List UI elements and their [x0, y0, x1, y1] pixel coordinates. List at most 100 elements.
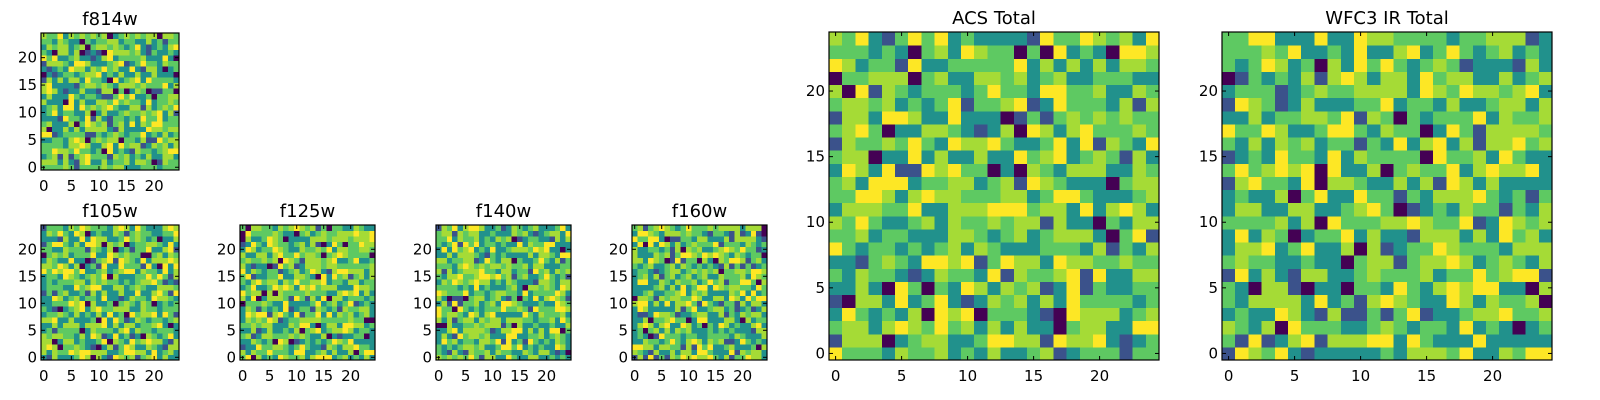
heatmap-cell — [79, 273, 86, 280]
heatmap-cell — [517, 257, 523, 264]
heatmap-cell — [277, 273, 284, 280]
heatmap-cell — [162, 159, 169, 166]
heatmap-cell — [1119, 97, 1134, 112]
heatmap-cell — [112, 115, 119, 122]
heatmap-cell — [1446, 215, 1461, 230]
heatmap-cell — [167, 148, 175, 155]
heatmap-cell — [1314, 228, 1329, 243]
x-tick-label: 0 — [630, 367, 640, 385]
heatmap-cell — [112, 279, 119, 285]
heatmap-cell — [1248, 32, 1263, 46]
heatmap-cell — [1472, 294, 1487, 309]
heatmap-cell — [326, 354, 333, 361]
heatmap-cell — [90, 71, 97, 78]
heatmap-cell — [452, 354, 459, 361]
heatmap-cell — [74, 38, 81, 45]
heatmap-cell — [1066, 202, 1081, 217]
heatmap-cell — [549, 295, 556, 302]
heatmap-cell — [41, 115, 48, 122]
heatmap-cell — [1132, 123, 1147, 138]
heatmap-cell — [337, 354, 344, 361]
heatmap-cell — [463, 257, 469, 264]
heatmap-cell — [842, 189, 856, 204]
heatmap-cell — [112, 49, 119, 56]
heatmap-cell — [267, 311, 273, 318]
heatmap-cell — [463, 284, 469, 291]
heatmap-cell — [129, 60, 136, 67]
heatmap-cell — [173, 262, 180, 269]
heatmap-cell — [1354, 45, 1368, 59]
panel-title: f814w — [82, 9, 137, 30]
heatmap-cell — [479, 252, 486, 258]
heatmap-cell — [868, 189, 883, 204]
heatmap-cell — [85, 246, 92, 253]
heatmap-cell — [750, 327, 757, 334]
heatmap-cell — [961, 202, 975, 217]
heatmap-cell — [675, 338, 682, 345]
heatmap-cell — [173, 93, 180, 100]
heatmap-cell — [57, 71, 64, 78]
heatmap-cell — [1235, 84, 1249, 99]
heatmap-cell — [151, 126, 158, 133]
heatmap-cell — [484, 289, 491, 296]
heatmap-cell — [79, 38, 86, 45]
heatmap-cell — [632, 311, 638, 318]
heatmap-cell — [527, 349, 534, 356]
heatmap-cell — [1248, 294, 1263, 309]
heatmap-cell — [961, 136, 975, 151]
heatmap-cell — [675, 343, 682, 350]
heatmap-cell — [46, 93, 53, 100]
heatmap-cell — [696, 246, 703, 253]
heatmap-cell — [348, 333, 354, 339]
heatmap-cell — [145, 349, 152, 356]
heatmap-cell — [1040, 97, 1054, 112]
heatmap-cell — [750, 246, 757, 253]
heatmap-cell — [107, 273, 114, 280]
heatmap-cell — [118, 225, 125, 231]
heatmap-cell — [713, 268, 719, 275]
heatmap-cell — [468, 284, 475, 291]
heatmap-cell — [538, 257, 545, 264]
heatmap-cell — [1132, 97, 1147, 112]
heatmap-cell — [533, 289, 540, 296]
heatmap-cell — [1288, 346, 1302, 361]
heatmap-cell — [855, 346, 870, 361]
heatmap-cell — [664, 257, 671, 264]
heatmap-cell — [1525, 241, 1540, 256]
heatmap-cell — [310, 252, 317, 258]
heatmap-cell — [446, 241, 453, 248]
heatmap-cell — [118, 316, 125, 323]
heatmap-cell — [1340, 176, 1355, 191]
heatmap-cell — [908, 136, 922, 151]
heatmap-cell — [484, 338, 491, 345]
heatmap-cell — [648, 235, 655, 242]
heatmap-cell — [107, 109, 114, 116]
heatmap-cell — [272, 279, 279, 285]
heatmap-cell — [713, 257, 719, 264]
heatmap-cell — [1354, 202, 1368, 217]
heatmap-cell — [1119, 176, 1134, 191]
heatmap-cell — [46, 164, 53, 171]
heatmap-cell — [675, 246, 682, 253]
heatmap-cell — [68, 327, 75, 334]
heatmap-cell — [1393, 346, 1408, 361]
heatmap-cell — [112, 98, 119, 105]
heatmap-cell — [750, 311, 757, 318]
heatmap-cell — [642, 354, 649, 361]
heatmap-cell — [1340, 150, 1355, 164]
heatmap-cell — [947, 320, 962, 335]
heatmap-cell — [52, 93, 59, 100]
heatmap-cell — [156, 306, 164, 312]
heatmap-cell — [895, 150, 909, 164]
heatmap-cell — [527, 225, 534, 231]
heatmap-cell — [648, 338, 655, 345]
heatmap-cell — [364, 252, 371, 258]
heatmap-cell — [41, 142, 48, 149]
heatmap-cell — [544, 306, 550, 312]
heatmap-cell — [134, 316, 141, 323]
heatmap-cell — [1132, 136, 1147, 151]
heatmap-cell — [272, 273, 279, 280]
heatmap-cell — [348, 295, 354, 302]
x-tick-label: 5 — [461, 367, 471, 385]
heatmap-cell — [68, 273, 75, 280]
